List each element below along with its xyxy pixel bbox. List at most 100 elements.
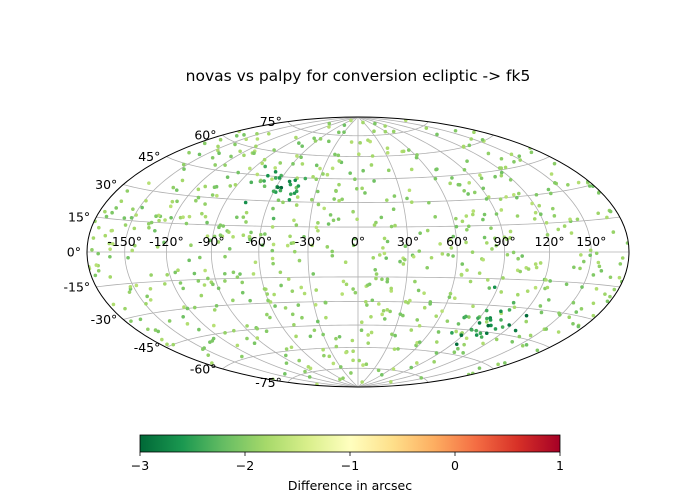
y-tick-label: -30° (91, 312, 118, 327)
data-point (294, 135, 298, 140)
data-point (511, 300, 516, 305)
data-point (492, 285, 497, 290)
data-point (206, 353, 211, 357)
parallel-gridline (166, 324, 550, 348)
colorbar-ticks: −3 −2 −1 0 1 (131, 452, 564, 473)
data-point (467, 181, 472, 185)
data-point (599, 269, 604, 273)
x-tick-label: -90° (198, 234, 225, 249)
data-point (422, 305, 427, 310)
data-point (326, 222, 331, 226)
data-point (427, 200, 431, 205)
data-point (271, 189, 276, 194)
data-point (96, 268, 101, 273)
data-point (447, 295, 452, 299)
data-point (518, 158, 522, 162)
y-tick-label: -45° (134, 340, 161, 355)
data-point (129, 215, 134, 220)
data-point (270, 225, 275, 229)
data-point (340, 197, 344, 202)
data-point (485, 316, 489, 321)
data-point (476, 316, 480, 320)
data-point (415, 361, 419, 365)
data-point (510, 340, 515, 344)
data-point (575, 217, 580, 222)
data-point (528, 333, 533, 338)
data-point (545, 285, 550, 290)
data-point (216, 240, 221, 244)
data-point (538, 304, 543, 308)
data-point (278, 270, 283, 275)
data-point (385, 198, 389, 202)
data-point (366, 341, 371, 345)
data-point (533, 262, 538, 266)
data-point (358, 141, 362, 145)
data-point (452, 350, 457, 355)
data-point (369, 330, 374, 335)
colorbar-tick-label: −2 (236, 458, 254, 473)
data-point (91, 236, 96, 240)
data-point (499, 290, 504, 294)
data-point (474, 333, 479, 337)
data-point (337, 130, 341, 135)
data-point (479, 335, 484, 339)
data-point (481, 217, 485, 222)
data-point (361, 363, 365, 367)
data-point (255, 137, 260, 141)
x-tick-label: 30° (397, 234, 419, 249)
data-point (278, 188, 283, 193)
data-point (533, 210, 538, 215)
data-point (499, 309, 503, 314)
data-point (252, 151, 256, 156)
data-point (556, 227, 561, 232)
data-point (175, 199, 179, 204)
data-point (502, 235, 507, 240)
data-point (366, 333, 370, 337)
data-point (93, 273, 98, 278)
data-point (170, 199, 175, 204)
data-point (104, 214, 109, 219)
data-point (469, 328, 474, 332)
data-point (453, 128, 458, 133)
data-point (234, 133, 239, 138)
data-point (396, 347, 400, 351)
data-point (289, 192, 293, 196)
data-point (212, 323, 216, 328)
colorbar-tick-label: 1 (556, 458, 564, 473)
data-point (481, 186, 486, 191)
data-point (450, 176, 454, 180)
data-point (180, 178, 185, 183)
chart-title: novas vs palpy for conversion ecliptic -… (186, 67, 531, 85)
data-point (470, 250, 475, 254)
data-point (544, 327, 549, 331)
data-point (469, 137, 474, 141)
data-point (456, 182, 461, 187)
y-tick-label: 75° (260, 114, 282, 129)
data-point (419, 376, 424, 380)
data-point (344, 350, 348, 355)
data-point (605, 215, 609, 220)
data-point (524, 343, 529, 347)
data-point (223, 271, 227, 276)
data-point (503, 165, 508, 170)
data-point (355, 217, 359, 222)
data-point (310, 197, 314, 202)
data-point (409, 328, 414, 332)
data-point (478, 173, 482, 177)
data-point (366, 138, 370, 142)
data-point (462, 342, 466, 347)
data-point (409, 167, 414, 172)
data-point (196, 279, 201, 283)
data-point (240, 280, 245, 285)
data-point (262, 157, 267, 162)
data-point (341, 279, 346, 284)
data-point (467, 315, 471, 319)
data-point (461, 351, 465, 355)
data-point (359, 320, 364, 325)
data-point (202, 283, 207, 287)
data-point (210, 193, 215, 197)
data-point (373, 267, 378, 272)
parallel-gridline (287, 121, 429, 137)
data-point (460, 219, 465, 224)
